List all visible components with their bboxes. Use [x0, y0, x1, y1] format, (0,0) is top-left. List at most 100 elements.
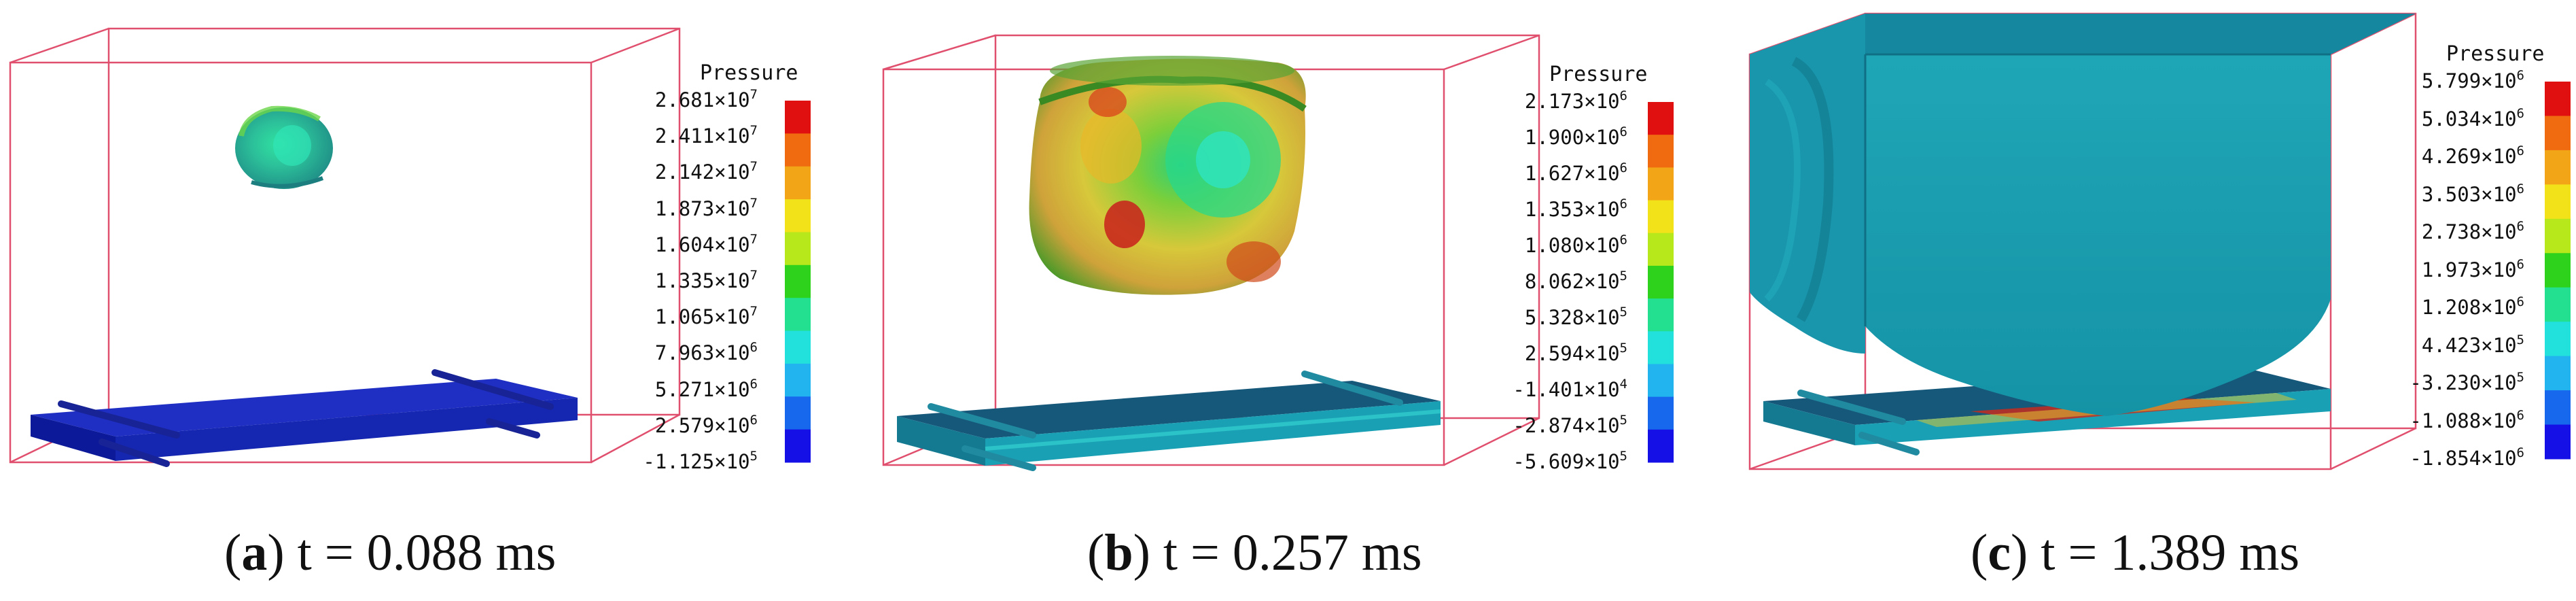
tick-exponent: 6: [1619, 124, 1627, 139]
colorbar-segment: [2545, 218, 2571, 254]
tick-mantissa: 4.269×10: [2421, 145, 2517, 168]
colorbar-segment: [1648, 298, 1674, 332]
tick-mantissa: 2.738×10: [2421, 220, 2517, 243]
panel-b-plate: [897, 371, 1441, 471]
legend-tick-label: 1.900×106: [1478, 124, 1627, 149]
legend-tick-label: -5.609×105: [1478, 449, 1627, 473]
panel-a-scene: [9, 27, 681, 467]
colorbar-segment: [2545, 424, 2571, 460]
colorbar-segment: [1648, 135, 1674, 168]
tick-mantissa: 7.963×10: [654, 341, 750, 365]
tick-mantissa: -2.874×10: [1513, 414, 1620, 437]
colorbar-segment: [785, 298, 811, 332]
tick-mantissa: 3.503×10: [2421, 182, 2517, 206]
legend-tick-label: 2.142×107: [608, 159, 758, 184]
tick-mantissa: 2.142×10: [654, 160, 750, 184]
tick-exponent: 4: [1619, 377, 1627, 392]
tick-exponent: 6: [1619, 196, 1627, 211]
legend-tick-label: 2.681×107: [608, 87, 758, 111]
tick-exponent: 6: [2516, 445, 2524, 460]
legend-tick-label: 8.062×105: [1478, 269, 1627, 293]
tick-exponent: 6: [2516, 143, 2524, 158]
panel-letter: c: [1988, 524, 2011, 581]
legend-tick-label: 1.627×106: [1478, 160, 1627, 185]
panel-a-droplet: [235, 105, 333, 189]
colorbar-segment: [785, 330, 811, 364]
colorbar-segment: [2545, 322, 2571, 357]
legend-tick-label: 5.271×106: [608, 377, 758, 401]
panel-caption: (a) t = 0.088 ms: [224, 524, 557, 581]
tick-mantissa: 2.681×10: [654, 88, 750, 111]
legend-tick-label: 2.173×106: [1478, 88, 1627, 113]
legend-tick-label: 1.335×107: [608, 268, 758, 292]
panel-c-water-column: [1750, 14, 2416, 416]
tick-mantissa: 1.335×10: [654, 269, 750, 292]
legend-tick-label: -1.125×105: [608, 449, 758, 473]
panel-time: t = 0.257 ms: [1163, 524, 1422, 581]
legend-tick-label: 1.208×106: [2375, 294, 2524, 319]
tick-exponent: 7: [749, 123, 758, 139]
panel-letter: a: [241, 524, 268, 581]
legend-title: Pressure: [2446, 42, 2545, 66]
tick-exponent: 5: [1619, 341, 1627, 356]
tick-exponent: 6: [2516, 105, 2524, 121]
legend-tick-label: 5.034×106: [2375, 106, 2524, 131]
tick-mantissa: -1.125×10: [643, 450, 750, 473]
legend-tick-label: 4.423×105: [2375, 332, 2524, 357]
tick-exponent: 5: [1619, 413, 1627, 428]
tick-mantissa: 1.873×10: [654, 196, 750, 220]
colorbar-segment: [2545, 390, 2571, 426]
tick-exponent: 6: [2516, 407, 2524, 423]
tick-exponent: 5: [1619, 305, 1627, 320]
panel-b-scene: [882, 34, 1540, 471]
tick-mantissa: 1.604×10: [654, 233, 750, 256]
panel-caption: (c) t = 1.389 ms: [1971, 524, 2300, 581]
legend-tick-label: 2.738×106: [2375, 219, 2524, 243]
colorbar-segment: [2545, 253, 2571, 288]
legend-tick-label: 5.328×105: [1478, 305, 1627, 329]
colorbar-segment: [1648, 200, 1674, 234]
legend-tick-label: -3.230×105: [2375, 370, 2524, 394]
tick-exponent: 6: [2516, 294, 2524, 309]
tick-exponent: 6: [2516, 256, 2524, 272]
panel-caption: (b) t = 0.257 ms: [1087, 524, 1422, 581]
tick-exponent: 7: [749, 231, 758, 247]
colorbar-segment: [2545, 287, 2571, 322]
tick-exponent: 6: [1619, 233, 1627, 247]
colorbar-segment: [1648, 364, 1674, 398]
legend-tick-label: 1.065×107: [608, 304, 758, 328]
tick-mantissa: 1.208×10: [2421, 296, 2517, 319]
legend-tick-label: 1.973×106: [2375, 257, 2524, 281]
tick-exponent: 5: [1619, 269, 1627, 284]
tick-mantissa: 1.065×10: [654, 305, 750, 329]
legend-tick-label: 2.579×106: [608, 413, 758, 437]
legend-tick-label: -1.854×106: [2375, 445, 2524, 470]
colorbar-segment: [785, 264, 811, 298]
tick-mantissa: -5.609×10: [1513, 450, 1620, 473]
tick-mantissa: 1.627×10: [1524, 162, 1620, 185]
tick-mantissa: -1.854×10: [2410, 447, 2517, 470]
tick-mantissa: -1.088×10: [2410, 409, 2517, 432]
colorbar-segment: [2545, 356, 2571, 391]
panel-a-plate: [31, 369, 578, 467]
tick-exponent: 5: [749, 449, 758, 464]
tick-mantissa: 2.579×10: [654, 413, 750, 437]
colorbar-segment: [1648, 429, 1674, 463]
colorbar-segment: [2545, 150, 2571, 185]
panel-letter: b: [1104, 524, 1133, 581]
tick-exponent: 7: [749, 195, 758, 211]
legend-tick-label: 1.873×107: [608, 196, 758, 220]
colorbar-segment: [785, 429, 811, 463]
tick-exponent: 6: [749, 412, 758, 428]
colorbar-segment: [1648, 102, 1674, 135]
colorbar-segment: [785, 101, 811, 134]
tick-mantissa: -3.230×10: [2410, 371, 2517, 394]
tick-mantissa: 5.034×10: [2421, 107, 2517, 131]
panel-time: t = 1.389 ms: [2041, 524, 2300, 581]
legend-tick-label: 2.411×107: [608, 123, 758, 148]
colorbar-segment: [785, 232, 811, 266]
colorbar-segment: [2545, 82, 2571, 116]
colorbars: [785, 82, 2571, 463]
tick-mantissa: 1.973×10: [2421, 258, 2517, 281]
tick-exponent: 7: [749, 304, 758, 320]
